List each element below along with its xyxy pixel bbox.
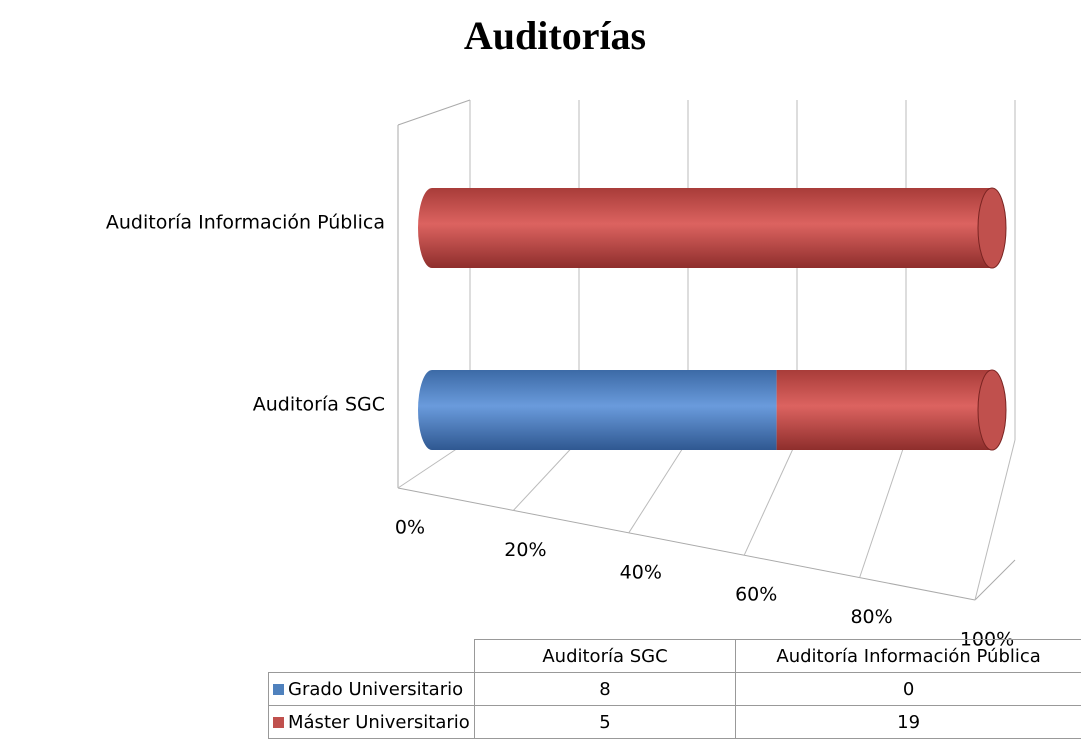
table-header: Auditoría SGC [473, 639, 737, 673]
grid-line [628, 439, 689, 534]
wall-edge [397, 99, 471, 126]
grid-line [513, 439, 580, 511]
x-tick-label: 80% [850, 606, 892, 628]
legend-label: Máster Universitario [288, 711, 470, 733]
y-tick-label: Auditoría SGC [253, 394, 385, 416]
legend-label: Grado Universitario [288, 678, 464, 700]
x-tick-label: 0% [395, 517, 425, 539]
table-cell: 19 [735, 705, 1081, 739]
y-tick-label: Auditoría Información Pública [106, 212, 385, 234]
chart-title: Auditorías [464, 13, 646, 58]
x-tick-label: 60% [735, 584, 777, 606]
bar [432, 188, 992, 268]
data-table: Auditoría SGC Auditoría Información Públ… [268, 639, 1081, 739]
x-tick-label: 40% [620, 561, 662, 583]
table-cell: 8 [473, 672, 737, 706]
bar-cap [418, 370, 432, 450]
legend-entry: Grado Universitario [268, 672, 475, 706]
table-header: Auditoría Información Pública [735, 639, 1081, 673]
bar-cap [977, 369, 1007, 451]
bar [776, 370, 992, 450]
grid-line [859, 439, 907, 578]
bar [432, 370, 777, 450]
legend-entry: Máster Universitario [268, 705, 475, 739]
bar-cap [977, 187, 1007, 269]
bar-cap [418, 188, 432, 268]
table-corner [268, 639, 475, 673]
grid-line [743, 439, 798, 556]
x-tick-label: 20% [504, 539, 546, 561]
grid-line [974, 439, 1016, 601]
table-cell: 0 [735, 672, 1081, 706]
floor-edge [974, 559, 1016, 601]
floor-edge [397, 487, 976, 601]
table-cell: 5 [473, 705, 737, 739]
legend-swatch [273, 716, 284, 728]
legend-swatch [273, 683, 284, 695]
